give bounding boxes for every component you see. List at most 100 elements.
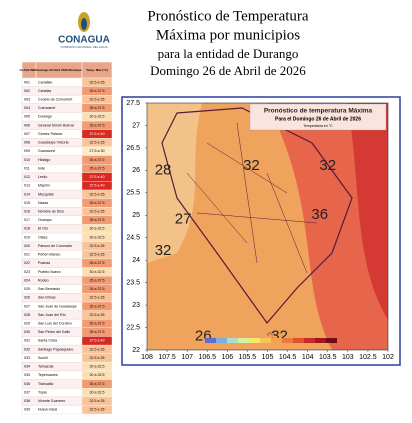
header-text: Domingo 26 Abril 2026 Municipio [35, 68, 82, 72]
row-bg [21, 198, 83, 208]
x-tick-label: 102 [382, 354, 394, 361]
temp: 35 a 37.5 [90, 261, 105, 265]
temp: 30 a 32.5 [90, 227, 105, 231]
clave: 009 [24, 149, 30, 153]
y-tick-label: 23.5 [126, 279, 140, 286]
clave: 008 [24, 141, 30, 145]
municipio: Nombre de Dios [38, 209, 64, 213]
municipal-border [196, 212, 318, 224]
clave: 036 [24, 382, 30, 386]
clave: 007 [24, 132, 30, 136]
colorbar-swatch [293, 338, 304, 343]
clave: 032 [24, 347, 30, 351]
temp: 32.5 a 35 [90, 253, 105, 257]
x-tick-label: 107.5 [158, 354, 176, 361]
municipio: Lerdo [38, 175, 47, 179]
map-title: Pronóstico de temperatura Máxima [264, 108, 373, 115]
municipio: Guanaceví [38, 149, 55, 153]
plot-frame [146, 102, 389, 351]
map-subtitle: Para el Domingo 26 de Abril de 2026 [275, 116, 361, 122]
hot-zone [347, 103, 388, 320]
municipio: San Juan de Guadalupe [38, 304, 77, 308]
colorbar-unit: (°C) [267, 331, 275, 336]
clave: 024 [24, 278, 30, 282]
temp: 30 a 32.5 [90, 365, 105, 369]
clave: 033 [24, 356, 30, 360]
municipio: San Luis del Cordero [38, 321, 72, 325]
x-tick-label: 104 [302, 354, 314, 361]
row-bg [21, 224, 83, 234]
municipio: Pánuco de Coronado [38, 244, 72, 248]
clave: 039 [24, 408, 30, 412]
temp: 32.5 a 35 [90, 192, 105, 196]
temp: 32.5 a 35 [90, 244, 105, 248]
clave: 023 [24, 270, 30, 274]
municipio: Mapimí [38, 184, 50, 188]
temp: 32.5 a 35 [90, 356, 105, 360]
state-border [161, 107, 353, 324]
header-text: CLAVE INEGI [20, 68, 39, 72]
y-tick-label: 26.5 [126, 145, 140, 152]
municipio: Vicente Guerrero [38, 399, 65, 403]
municipio: Poanas [38, 261, 50, 265]
municipio: Súchil [38, 356, 48, 360]
clave: 001 [24, 80, 30, 84]
y-tick-label: 22 [132, 347, 140, 354]
logo: CONAGUA COMISIÓN NACIONAL DEL AGUA [58, 12, 110, 49]
clave: 020 [24, 244, 30, 248]
temp: 35 a 37.5 [90, 287, 105, 291]
y-tick-label: 22.5 [126, 324, 140, 331]
row-bg [21, 353, 83, 363]
contour-label: 36 [311, 206, 328, 223]
temp: 32.5 a 35 [90, 296, 105, 300]
contour-label: 32 [319, 157, 336, 174]
y-tick-label: 27.5 [126, 100, 140, 107]
municipio: Indé [38, 166, 45, 170]
colorbar-swatch [315, 338, 326, 343]
title-line: Máxima por municipios [156, 27, 300, 43]
colorbar-swatch [271, 338, 282, 343]
colorbar-swatch [216, 338, 227, 343]
logo-sub: COMISIÓN NACIONAL DEL AGUA [61, 44, 108, 49]
clave: 011 [24, 166, 30, 170]
row-bg [21, 164, 83, 173]
temp: 37.5 a 40 [90, 175, 105, 179]
colorbar-swatch [304, 338, 315, 343]
clave: 030 [24, 330, 30, 334]
row-bg [21, 215, 83, 225]
row-bg [21, 232, 83, 242]
contour-label: 27 [175, 211, 192, 228]
municipio: Tepehuanes [38, 373, 58, 377]
clave: 021 [24, 253, 30, 257]
clave: 022 [24, 261, 30, 265]
municipio: San Dimas [38, 296, 56, 300]
temp: 32.5 a 35 [90, 313, 105, 317]
map-unit: Temperatura en °C [303, 124, 333, 128]
temp: 35 a 37.5 [90, 321, 105, 325]
municipio: El Oro [38, 227, 48, 231]
title-line: Domingo 26 de Abril de 2026 [150, 63, 306, 78]
y-tick-label: 25.5 [126, 190, 140, 197]
title-line: Pronóstico de Temperatura [147, 8, 308, 24]
row-bg [21, 172, 83, 182]
clave: 012 [24, 175, 30, 179]
clave: 015 [24, 201, 30, 205]
municipal-border [236, 122, 258, 264]
municipio: Tamazula [38, 365, 53, 369]
clave: 002 [24, 89, 30, 93]
colorbar-swatch [282, 338, 293, 343]
municipio: Ocampo [38, 218, 52, 222]
municipio: Otáez [38, 235, 48, 239]
municipio: Hidalgo [38, 158, 50, 162]
row-bg [21, 276, 83, 285]
clave: 006 [24, 123, 30, 127]
temp: 30 a 32.5 [90, 235, 105, 239]
temp: 32.5 a 35 [90, 141, 105, 145]
cool-zone [147, 103, 202, 263]
row-bg [21, 86, 83, 96]
row-bg [21, 388, 83, 397]
y-tick-label: 25 [132, 212, 140, 219]
municipio: Canatlán [38, 80, 52, 84]
clave: 026 [24, 296, 30, 300]
